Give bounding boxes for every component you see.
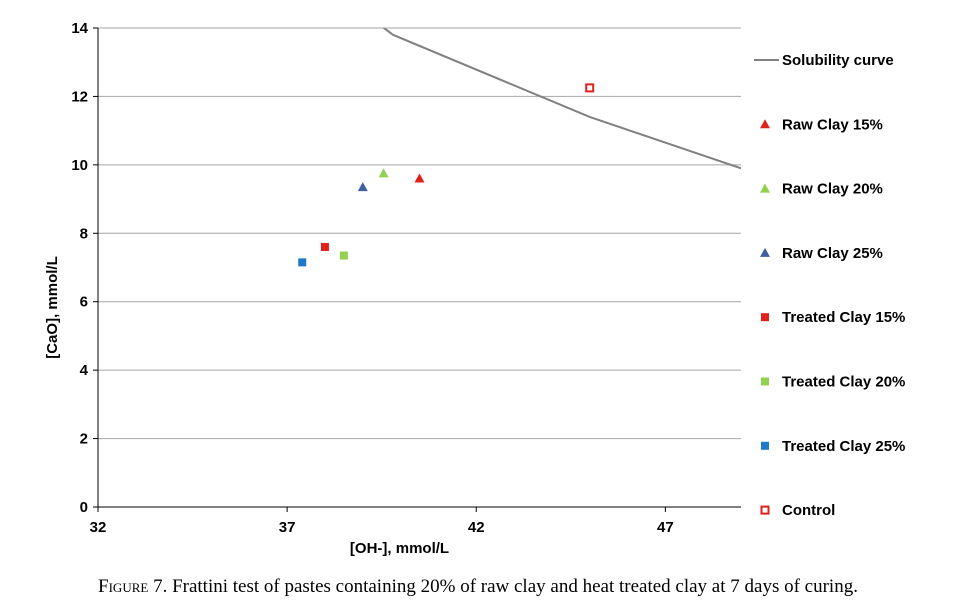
caption-text: Frattini test of pastes containing 20% o… xyxy=(167,576,858,597)
legend-swatch xyxy=(760,119,770,129)
data-point xyxy=(585,83,595,93)
x-tick-label: 42 xyxy=(468,519,485,536)
figure-caption: Figure 7. Frattini test of pastes contai… xyxy=(0,576,956,598)
legend-label: Treated Clay 20% xyxy=(782,374,905,391)
solubility-curve-line xyxy=(382,28,741,170)
y-tick-label: 10 xyxy=(71,157,88,174)
data-point xyxy=(378,168,389,178)
legend-swatch xyxy=(760,247,770,257)
x-tick-label: 47 xyxy=(657,519,674,536)
series-layer xyxy=(298,28,741,267)
x-axis-ticks: 32 37 42 47 xyxy=(90,507,674,536)
y-tick-label: 2 xyxy=(80,431,88,448)
y-tick-label: 12 xyxy=(71,88,88,105)
legend-swatch xyxy=(761,441,769,450)
y-tick-label: 4 xyxy=(80,362,89,379)
legend-label: Treated Clay 15% xyxy=(782,309,905,326)
legend-swatch xyxy=(761,313,769,322)
data-point xyxy=(357,182,368,192)
legend-label: Solubility curve xyxy=(782,52,894,69)
caption-prefix: Figure 7. xyxy=(98,576,168,597)
y-axis-title: [CaO], mmol/L xyxy=(44,256,61,359)
data-point xyxy=(339,251,348,260)
x-tick-label: 32 xyxy=(90,519,107,536)
grid-lines xyxy=(98,27,741,440)
legend-label: Raw Clay 25% xyxy=(782,245,883,262)
legend-label: Treated Clay 25% xyxy=(782,438,905,455)
data-point xyxy=(414,173,425,183)
legend-label: Raw Clay 20% xyxy=(782,181,883,198)
y-tick-label: 8 xyxy=(80,225,88,242)
x-tick-label: 37 xyxy=(279,519,296,536)
legend-swatch xyxy=(760,183,770,193)
legend-label: Raw Clay 15% xyxy=(782,116,883,133)
legend-swatch xyxy=(760,505,770,515)
chart: 32 37 42 47 0 2 4 6 8 10 12 14 [OH-], mmol/L [CaO]… xyxy=(44,20,905,557)
y-tick-label: 14 xyxy=(71,20,88,37)
legend-label: Control xyxy=(782,502,835,519)
legend: Solubility curve Raw Clay 15% Raw Clay 20%… xyxy=(754,52,905,519)
y-tick-label: 6 xyxy=(80,294,88,311)
y-axis-ticks: 0 2 4 6 8 10 12 14 xyxy=(71,20,98,516)
legend-swatch xyxy=(761,377,769,386)
y-tick-label: 0 xyxy=(80,499,88,516)
x-axis-title: [OH-], mmol/L xyxy=(350,540,449,557)
data-point xyxy=(320,242,329,251)
data-point xyxy=(298,258,307,267)
